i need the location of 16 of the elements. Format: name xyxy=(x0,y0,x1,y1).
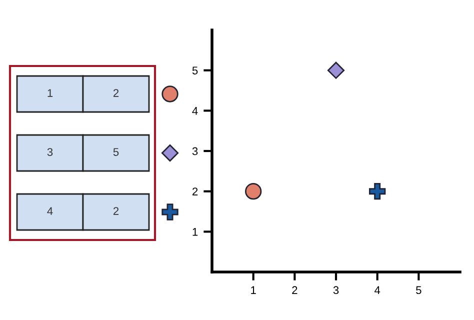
x-tick-label: 3 xyxy=(333,286,339,294)
y-tick-label: 1 xyxy=(192,228,198,236)
x-tick-label: 4 xyxy=(374,286,380,294)
y-tick-label: 5 xyxy=(192,66,198,74)
x-tick-label: 1 xyxy=(251,286,256,294)
y-tick-label: 2 xyxy=(192,188,198,196)
text: 5 xyxy=(113,148,119,156)
y-tick-label: 4 xyxy=(192,107,198,115)
x-tick-label: 2 xyxy=(292,286,298,294)
text: 2 xyxy=(113,207,119,215)
text: 1 xyxy=(48,89,53,97)
y-tick-label: 3 xyxy=(192,147,198,156)
x-tick-label: 5 xyxy=(416,286,422,294)
text: 2 xyxy=(113,89,119,97)
text: 4 xyxy=(47,207,53,215)
text: 3 xyxy=(47,148,53,156)
